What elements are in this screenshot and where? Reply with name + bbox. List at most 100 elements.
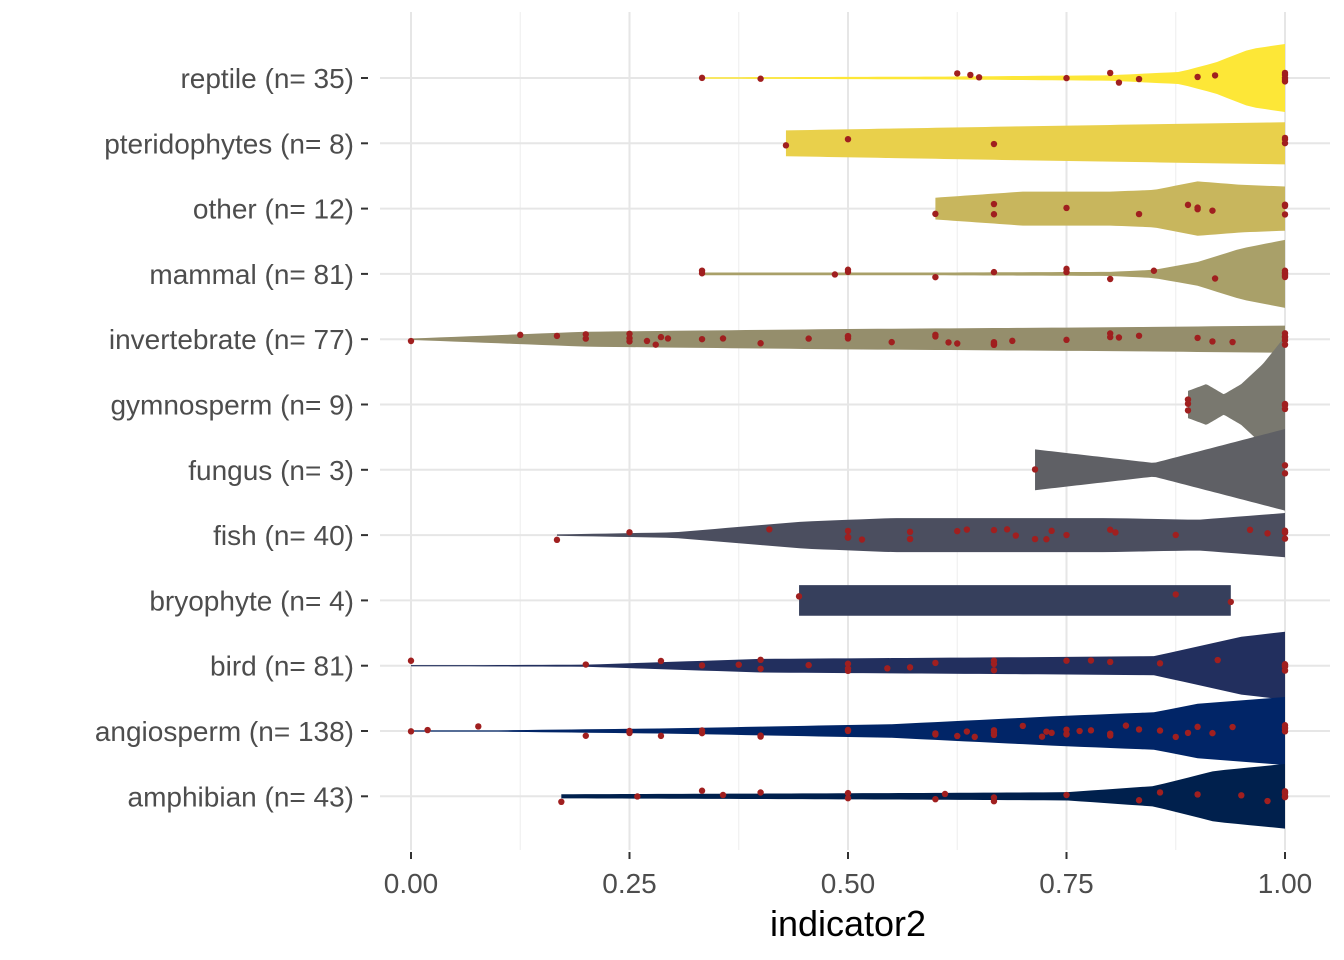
data-point — [1194, 791, 1201, 798]
data-point — [582, 732, 589, 739]
y-tick-label: reptile (n= 35) — [180, 63, 354, 94]
data-point — [1063, 204, 1070, 212]
data-point — [1238, 792, 1245, 799]
data-point — [805, 335, 812, 342]
data-point — [932, 273, 939, 281]
data-point — [844, 332, 852, 340]
data-point — [657, 333, 665, 341]
data-point — [1281, 201, 1289, 208]
data-point — [719, 791, 727, 799]
data-point — [1012, 532, 1020, 539]
data-point — [626, 338, 633, 345]
y-tick-label: pteridophytes (n= 8) — [104, 128, 354, 159]
data-point — [1150, 267, 1158, 274]
data-point — [1281, 134, 1289, 142]
y-tick-label: angiosperm (n= 138) — [95, 716, 354, 747]
data-point — [805, 661, 812, 669]
data-point — [634, 793, 641, 800]
data-point — [954, 70, 961, 77]
data-point — [664, 335, 672, 342]
data-point — [888, 338, 895, 346]
data-point — [643, 337, 651, 345]
data-point — [1209, 729, 1216, 737]
data-point — [844, 667, 852, 675]
data-point — [1063, 74, 1070, 82]
data-point — [1048, 729, 1055, 737]
data-point — [1063, 265, 1070, 273]
y-tick-label: gymnosperm (n= 9) — [110, 390, 354, 421]
data-point — [963, 728, 971, 735]
violin-8 — [799, 585, 1231, 616]
data-point — [1063, 791, 1070, 799]
data-point — [932, 731, 939, 738]
data-point — [1211, 72, 1219, 79]
data-point — [757, 656, 764, 663]
data-point — [990, 794, 998, 801]
data-point — [1135, 332, 1143, 339]
violin-11 — [561, 764, 1285, 829]
data-point — [1107, 275, 1114, 283]
data-point — [1209, 338, 1216, 345]
y-tick-label: mammal (n= 81) — [149, 259, 354, 290]
data-point — [954, 527, 961, 535]
data-point — [1229, 723, 1236, 731]
data-point — [932, 333, 939, 340]
data-point — [1281, 341, 1289, 348]
x-tick-label: 0.00 — [384, 868, 439, 899]
data-point — [932, 795, 939, 803]
data-point — [757, 75, 764, 82]
data-point — [990, 526, 998, 534]
data-point — [698, 267, 706, 274]
data-point — [884, 665, 891, 672]
data-point — [1135, 797, 1143, 804]
data-point — [1281, 337, 1289, 344]
y-axis: reptile (n= 35) pteridophytes (n= 8) other… — [95, 63, 368, 812]
data-point — [1281, 722, 1289, 729]
data-point — [1172, 531, 1179, 539]
data-point — [990, 657, 998, 664]
data-point — [954, 340, 961, 347]
x-axis: 0.00 0.25 0.50 0.75 1.00 — [384, 852, 1312, 899]
data-point — [1281, 662, 1289, 670]
data-point — [1043, 536, 1050, 543]
data-point — [1063, 657, 1070, 664]
data-point — [1194, 73, 1201, 81]
data-point — [698, 727, 706, 734]
data-point — [906, 535, 914, 543]
data-point — [1076, 727, 1083, 735]
data-point — [1031, 535, 1039, 543]
x-tick-label: 0.50 — [821, 868, 876, 899]
data-point — [657, 657, 665, 665]
y-tick-label: fish (n= 40) — [213, 520, 354, 551]
y-tick-label: invertebrate (n= 77) — [109, 324, 354, 355]
data-point — [967, 71, 974, 79]
data-point — [1063, 731, 1070, 738]
y-tick-label: bryophyte (n= 4) — [149, 585, 354, 616]
data-point — [1135, 75, 1143, 83]
data-point — [1063, 531, 1070, 539]
data-point — [626, 529, 633, 536]
data-point — [844, 794, 852, 802]
data-point — [1112, 529, 1119, 536]
data-point — [990, 200, 998, 208]
data-point — [1043, 728, 1050, 735]
data-point — [1038, 733, 1046, 740]
data-point — [1063, 336, 1070, 344]
data-point — [963, 526, 971, 533]
data-point — [844, 533, 852, 541]
data-point — [582, 661, 589, 668]
data-point — [971, 733, 978, 741]
x-tick-label: 0.25 — [602, 868, 657, 899]
data-point — [1209, 207, 1216, 214]
data-point — [1172, 733, 1179, 741]
violin-7 — [556, 513, 1285, 558]
data-point — [1194, 723, 1201, 731]
y-tick-label: amphibian (n= 43) — [128, 781, 354, 812]
data-point — [831, 271, 839, 278]
data-point — [1229, 338, 1236, 346]
data-point — [1122, 722, 1130, 729]
data-point — [553, 332, 561, 340]
violin-6 — [1035, 429, 1285, 511]
data-point — [1115, 79, 1123, 86]
data-point — [782, 142, 790, 149]
